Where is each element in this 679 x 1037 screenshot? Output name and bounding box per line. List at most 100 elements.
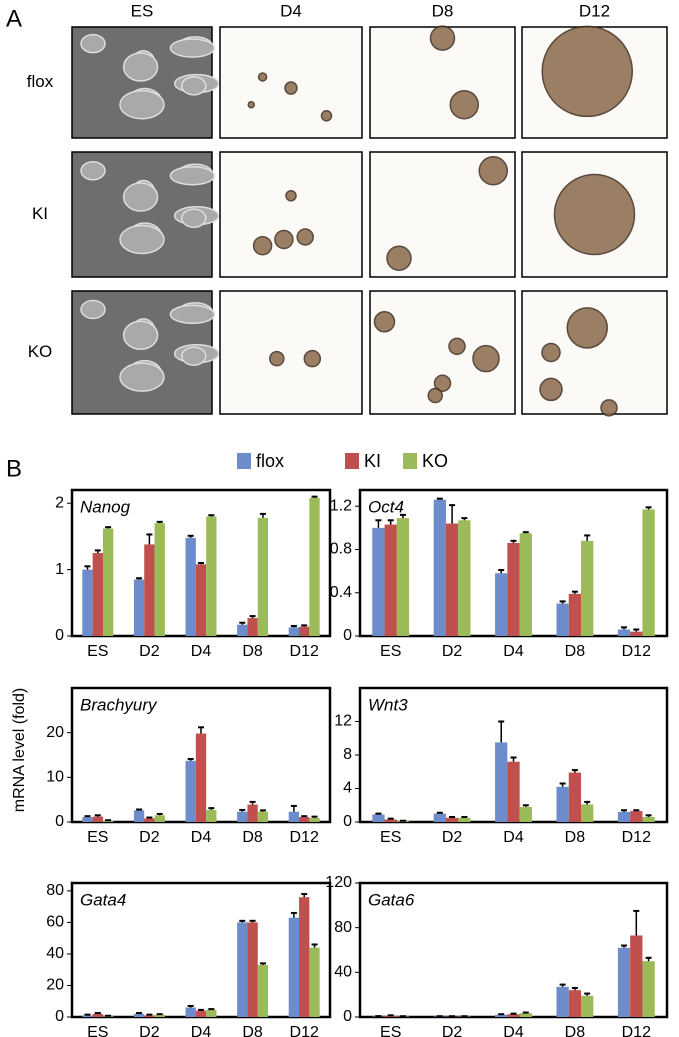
legend-swatch [403, 453, 417, 469]
bar [299, 626, 310, 636]
bar [185, 1007, 196, 1017]
bar [257, 964, 269, 1017]
bar [133, 579, 145, 636]
bar [206, 516, 217, 636]
embryoid-body [285, 190, 297, 202]
x-tick-label: D2 [442, 1024, 463, 1037]
embryoid-body [600, 399, 618, 417]
y-tick-label: 0 [343, 813, 352, 830]
legend-swatch [237, 453, 251, 469]
y-tick-label: 1.2 [330, 497, 352, 514]
bar [617, 811, 631, 822]
colony [169, 38, 216, 58]
bar [568, 772, 582, 822]
colony [80, 299, 106, 320]
bar [195, 564, 207, 636]
x-tick-label: D12 [622, 1024, 651, 1037]
bar [288, 917, 300, 1017]
x-tick-label: D4 [503, 643, 524, 660]
embryoid-body [433, 374, 452, 392]
panel-label: B [6, 455, 22, 482]
embryoid-body [541, 342, 561, 363]
y-tick-label: 120 [325, 874, 352, 891]
row-label: flox [27, 72, 54, 91]
bar [384, 819, 397, 822]
bar [433, 499, 446, 636]
bar [519, 806, 532, 822]
y-tick-label: 80 [334, 919, 352, 936]
x-tick-label: D4 [503, 829, 524, 846]
x-tick-label: ES [380, 829, 401, 846]
x-tick-label: D12 [290, 643, 319, 660]
embryoid-body [269, 350, 285, 367]
bar [581, 540, 594, 636]
y-tick-label: 80 [46, 882, 64, 899]
bar [384, 524, 397, 636]
embryoid-body [296, 228, 314, 246]
colony [119, 89, 165, 120]
embryoid-body [448, 337, 466, 356]
x-tick-label: D8 [242, 829, 263, 846]
bar [102, 528, 114, 636]
embryoid-body [284, 81, 298, 95]
bar [247, 922, 258, 1017]
x-tick-label: ES [87, 829, 108, 846]
chart-title: Nanog [80, 497, 131, 516]
bar [495, 573, 508, 636]
bar [144, 544, 155, 636]
x-tick-label: D2 [139, 1024, 160, 1037]
x-tick-label: D8 [242, 643, 263, 660]
x-tick-label: D8 [565, 1024, 586, 1037]
legend-label: flox [256, 451, 284, 471]
bar [642, 961, 655, 1017]
y-tick-label: 12 [334, 713, 352, 730]
y-tick-label: 8 [343, 746, 352, 763]
colony [181, 346, 207, 366]
bar [568, 990, 582, 1017]
x-tick-label: D8 [242, 1024, 263, 1037]
bar [92, 553, 103, 636]
chart-title: Brachyury [80, 695, 158, 714]
bar [519, 533, 532, 636]
bar [433, 813, 446, 822]
bar [581, 995, 594, 1017]
bar [507, 1014, 520, 1017]
x-tick-label: D2 [139, 829, 160, 846]
embryoid-body [541, 25, 633, 118]
colony [80, 161, 106, 181]
y-tick-label: 10 [46, 769, 64, 786]
bar [495, 742, 508, 822]
bar [92, 1013, 103, 1017]
bar [445, 817, 459, 822]
bar [82, 1015, 93, 1017]
column-label: D8 [432, 1, 454, 20]
bar [445, 523, 459, 636]
x-tick-label: D2 [442, 643, 463, 660]
bar [630, 631, 643, 636]
colony [169, 166, 216, 186]
colony [122, 320, 159, 351]
embryoid-body [427, 387, 443, 404]
column-label: D4 [280, 1, 302, 20]
bar [195, 1010, 207, 1017]
embryoid-body [472, 344, 500, 373]
bar [206, 809, 217, 822]
bar [82, 817, 93, 822]
y-tick-label: 2 [55, 494, 64, 511]
legend-label: KO [422, 451, 448, 471]
embryoid-body [373, 311, 396, 333]
colony [122, 182, 159, 212]
colony [119, 224, 165, 255]
y-tick-label: 0 [55, 1008, 64, 1025]
x-tick-label: ES [87, 643, 108, 660]
bar [458, 520, 471, 636]
bar [556, 603, 569, 636]
column-label: ES [131, 1, 154, 20]
bar [642, 509, 655, 636]
bar [396, 518, 410, 636]
bar [495, 1014, 508, 1017]
x-tick-label: ES [87, 1024, 108, 1037]
bar [581, 804, 594, 822]
bar [458, 817, 471, 822]
bar [206, 1009, 217, 1017]
